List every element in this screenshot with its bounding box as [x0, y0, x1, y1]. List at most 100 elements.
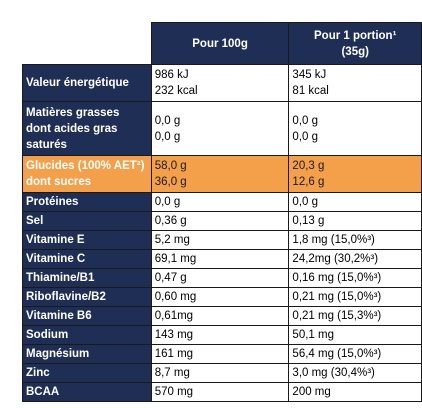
value-per-100g: 58,0 g 36,0 g	[150, 155, 290, 193]
nutrient-label-text: Vitamine C	[26, 253, 86, 265]
value-per-portion: 24,2mg (30,2%³)	[288, 249, 422, 269]
nutrient-label-text: Valeur énergétique	[26, 77, 129, 89]
nutrient-label-text: Riboflavine/B2	[26, 291, 106, 303]
value-per-100g-text: 232 kcal	[154, 85, 198, 97]
value-per-100g-text: 986 kJ	[154, 69, 189, 81]
value-per-100g: 570 mg	[150, 382, 290, 402]
value-per-100g-text: 8,7 mg	[154, 367, 190, 379]
value-per-portion: 20,3 g 12,6 g	[288, 155, 422, 193]
value-per-100g-text: 161 mg	[154, 348, 194, 360]
value-per-100g-text: 0,0 g	[154, 196, 181, 208]
header-per-portion-label: Pour 1 portion¹	[314, 29, 397, 42]
value-per-100g: 5,2 mg	[150, 230, 290, 250]
value-per-100g: 0,60 mg	[150, 287, 290, 307]
header-per-100g-label: Pour 100g	[192, 37, 248, 50]
nutrient-label: Zinc	[22, 363, 152, 383]
value-per-100g: 986 kJ 232 kcal	[150, 64, 290, 102]
nutrient-label-text: Sel	[26, 215, 44, 227]
value-per-portion: 0,0 g	[288, 192, 422, 212]
value-per-portion-text: 20,3 g	[292, 160, 325, 172]
value-per-portion: 0,21 mg (15,0%³)	[288, 287, 422, 307]
nutrient-label-text: Magnésium	[26, 348, 90, 360]
nutrient-label: Sel	[22, 211, 152, 231]
value-per-100g: 0,47 g	[150, 268, 290, 288]
value-per-portion: 56,4 mg (15,0%³)	[288, 344, 422, 364]
nutrient-label: Valeur énergétique	[22, 64, 152, 102]
value-per-portion: 0,21 mg (15,3%³)	[288, 306, 422, 326]
header-per-portion: Pour 1 portion¹ (35g)	[288, 22, 422, 65]
nutrient-label-text: Vitamine B6	[26, 310, 92, 322]
value-per-100g: 143 mg	[150, 325, 290, 345]
nutrient-label-text: Glucides (100% AET²)	[26, 160, 145, 172]
nutrient-label-text: Thiamine/B1	[26, 272, 95, 284]
nutrition-row: Zinc 8,7 mg 3,0 mg (30,4%³)	[22, 363, 422, 383]
value-per-portion-text: 50,1 mg	[292, 329, 334, 341]
nutrition-row: Valeur énergétique 986 kJ 232 kcal 345 kJ 81…	[22, 64, 422, 102]
value-per-100g-text: 0,47 g	[154, 272, 187, 284]
nutrition-row: Magnésium 161 mg 56,4 mg (15,0%³)	[22, 344, 422, 364]
nutrient-label: Protéines	[22, 192, 152, 212]
nutrition-row: Matières grasses dont acides gras saturés 0…	[22, 101, 422, 156]
value-per-portion: 0,0 g 0,0 g	[288, 101, 422, 156]
value-per-portion-text: 345 kJ	[292, 69, 327, 81]
nutrient-label: Riboflavine/B2	[22, 287, 152, 307]
value-per-100g-text: 0,60 mg	[154, 291, 197, 303]
nutrient-label: Magnésium	[22, 344, 152, 364]
value-per-portion-text: 1,8 mg (15,0%³)	[292, 234, 375, 246]
nutrient-label: Vitamine E	[22, 230, 152, 250]
value-per-portion-text: 0,16 mg (15,0%³)	[292, 272, 382, 284]
value-per-portion: 345 kJ 81 kcal	[288, 64, 422, 102]
value-per-100g-text: 0,61mg	[154, 310, 194, 322]
nutrition-row: Vitamine B6 0,61mg 0,21 mg (15,3%³)	[22, 306, 422, 326]
nutrient-label-text: dont sucres	[26, 176, 92, 188]
nutrient-label: Thiamine/B1	[22, 268, 152, 288]
nutrient-label: Sodium	[22, 325, 152, 345]
nutrient-label: Glucides (100% AET²) dont sucres	[22, 155, 152, 193]
header-per-100g: Pour 100g	[150, 22, 290, 65]
nutrient-label-text: Zinc	[26, 367, 50, 379]
value-per-100g-text: 58,0 g	[154, 160, 187, 172]
nutrition-row: Vitamine C 69,1 mg 24,2mg (30,2%³)	[22, 249, 422, 269]
nutrient-label-text: Matières grasses	[26, 106, 120, 119]
nutrition-row: Thiamine/B1 0,47 g 0,16 mg (15,0%³)	[22, 268, 422, 288]
nutrition-table-container: Pour 100g Pour 1 portion¹ (35g) Valeur é…	[22, 22, 422, 402]
value-per-portion-text: 3,0 mg (30,4%³)	[292, 367, 375, 379]
value-per-portion: 200 mg	[288, 382, 422, 402]
header-corner-cell	[22, 22, 152, 65]
value-per-100g-text: 0,0 g	[154, 130, 181, 143]
header-portion-size: (35g)	[341, 45, 369, 58]
value-per-portion: 0,16 mg (15,0%³)	[288, 268, 422, 288]
value-per-100g: 8,7 mg	[150, 363, 290, 383]
nutrient-label-text: Sodium	[26, 329, 69, 341]
nutrition-row: Vitamine E 5,2 mg 1,8 mg (15,0%³)	[22, 230, 422, 250]
value-per-portion: 3,0 mg (30,4%³)	[288, 363, 422, 383]
value-per-portion-text: 200 mg	[292, 386, 331, 398]
nutrition-row: Glucides (100% AET²) dont sucres 58,0 g 36,…	[22, 155, 422, 193]
nutrition-row: Protéines 0,0 g 0,0 g	[22, 192, 422, 212]
value-per-100g: 0,36 g	[150, 211, 290, 231]
value-per-portion: 1,8 mg (15,0%³)	[288, 230, 422, 250]
value-per-100g-text: 0,36 g	[154, 215, 187, 227]
value-per-100g-text: 143 mg	[154, 329, 194, 341]
nutrient-label-text: Vitamine E	[26, 234, 85, 246]
value-per-100g: 0,0 g	[150, 192, 290, 212]
value-per-100g-text: 69,1 mg	[154, 253, 197, 265]
value-per-portion-text: 24,2mg (30,2%³)	[292, 253, 379, 265]
nutrition-table: Pour 100g Pour 1 portion¹ (35g) Valeur é…	[22, 22, 422, 402]
value-per-portion-text: 81 kcal	[292, 85, 329, 97]
value-per-portion-text: 56,4 mg (15,0%³)	[292, 348, 382, 360]
value-per-portion-text: 0,0 g	[292, 114, 318, 127]
nutrient-label-text: Protéines	[26, 196, 79, 208]
value-per-100g: 69,1 mg	[150, 249, 290, 269]
value-per-portion-text: 0,13 g	[292, 215, 325, 227]
nutrient-label: BCAA	[22, 382, 152, 402]
value-per-100g-text: 570 mg	[154, 386, 194, 398]
value-per-100g: 0,0 g 0,0 g	[150, 101, 290, 156]
nutrient-label: Vitamine B6	[22, 306, 152, 326]
value-per-portion: 50,1 mg	[288, 325, 422, 345]
nutrient-label-text: BCAA	[26, 386, 60, 398]
nutrition-row: BCAA 570 mg 200 mg	[22, 382, 422, 402]
nutrient-label: Vitamine C	[22, 249, 152, 269]
value-per-portion-text: 0,21 mg (15,3%³)	[292, 310, 382, 322]
value-per-100g: 0,61mg	[150, 306, 290, 326]
